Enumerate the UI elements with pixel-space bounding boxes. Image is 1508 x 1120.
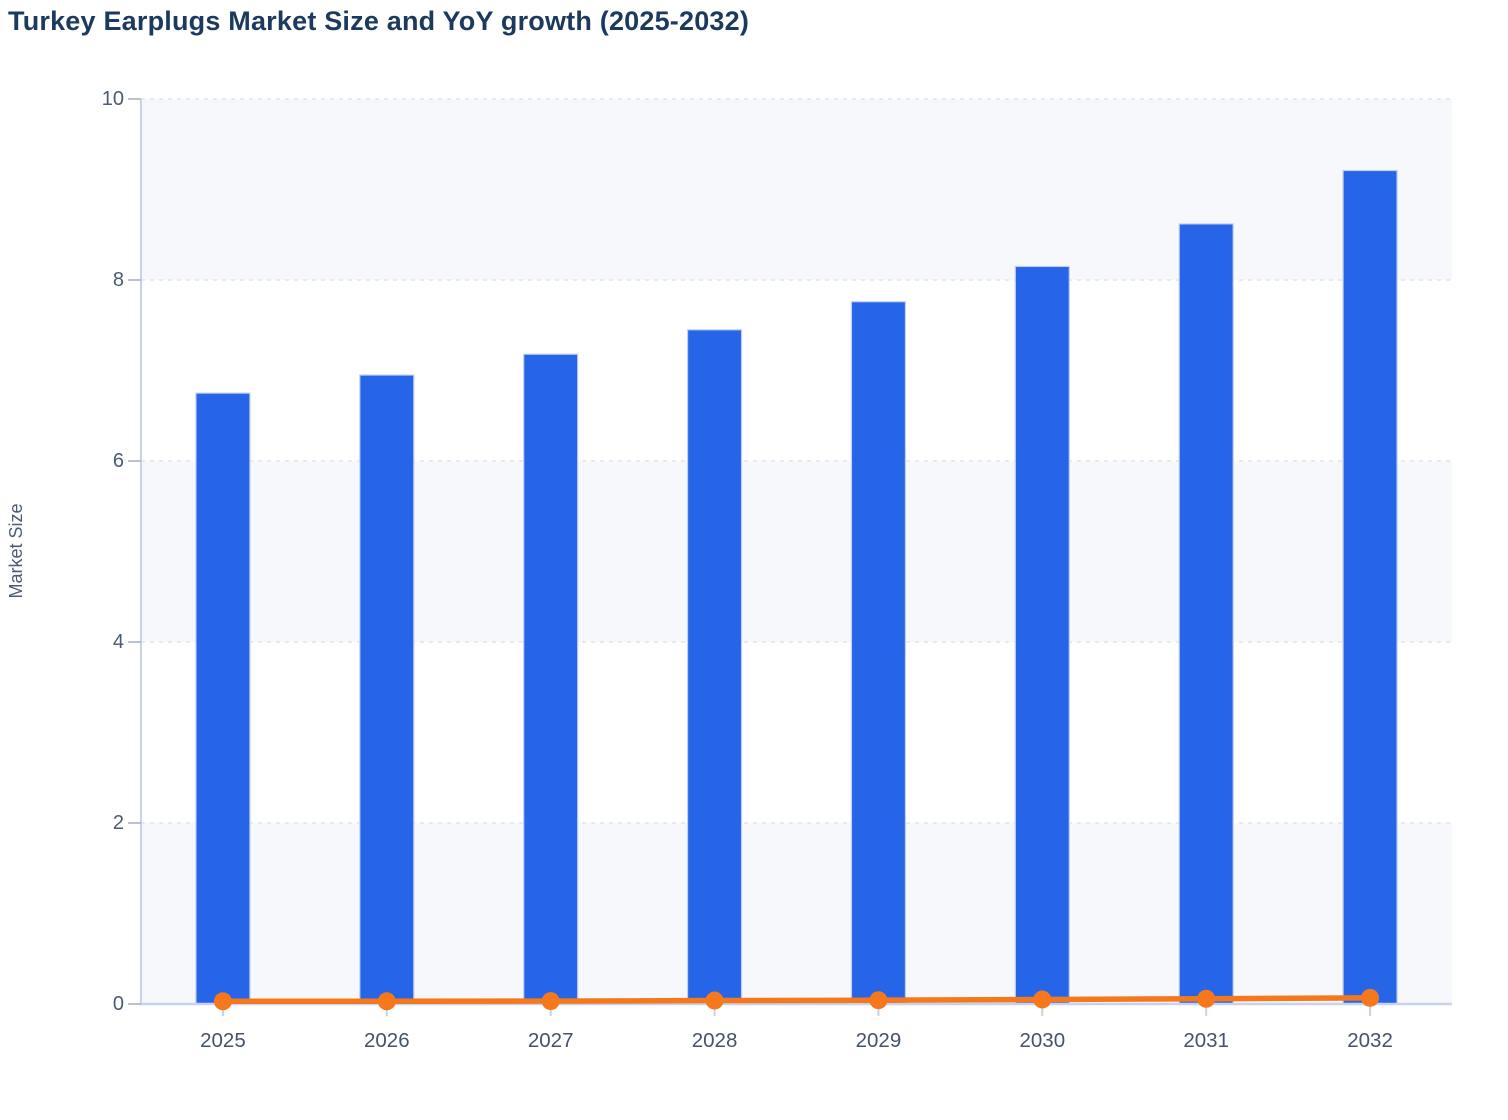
bar-2028[interactable] [686,329,743,1005]
yoy-marker-2030[interactable] [1033,990,1052,1009]
yoy-marker-2027[interactable] [541,992,560,1011]
bar-2032[interactable] [1342,169,1398,1005]
x-tick-label: 2032 [1347,1029,1393,1052]
y-tick-label: 6 [113,450,124,472]
bar-2027[interactable] [523,353,579,1005]
x-tick-label: 2031 [1183,1029,1229,1052]
y-axis-title: Market Size [6,503,26,598]
yoy-marker-2026[interactable] [377,992,396,1011]
yoy-marker-2031[interactable] [1197,989,1216,1008]
plot-band [141,461,1452,642]
y-tick-label: 4 [113,631,124,653]
y-tick-label: 2 [113,812,124,834]
x-tick-label: 2026 [364,1029,410,1052]
yoy-marker-2032[interactable] [1361,988,1380,1007]
plot-band [141,99,1452,280]
chart-title: Turkey Earplugs Market Size and YoY grow… [8,6,750,36]
x-tick-label: 2029 [856,1029,902,1052]
y-tick-label: 8 [113,269,124,291]
y-tick-label: 10 [102,88,124,110]
yoy-marker-2025[interactable] [213,992,232,1011]
bar-2030[interactable] [1014,265,1070,1005]
bar-2025[interactable] [195,392,251,1005]
x-tick-label: 2028 [692,1029,738,1052]
bar-2026[interactable] [359,374,415,1005]
yoy-growth-line [220,995,1373,1005]
bar-2031[interactable] [1178,223,1234,1005]
x-tick-label: 2030 [1020,1029,1066,1052]
y-tick-label: 0 [113,993,124,1015]
yoy-marker-2029[interactable] [869,991,888,1010]
x-tick-label: 2025 [200,1029,246,1052]
plot-band [141,823,1452,1004]
bar-2029[interactable] [850,301,907,1005]
x-tick-label: 2027 [528,1029,574,1052]
yoy-marker-2028[interactable] [705,991,724,1010]
